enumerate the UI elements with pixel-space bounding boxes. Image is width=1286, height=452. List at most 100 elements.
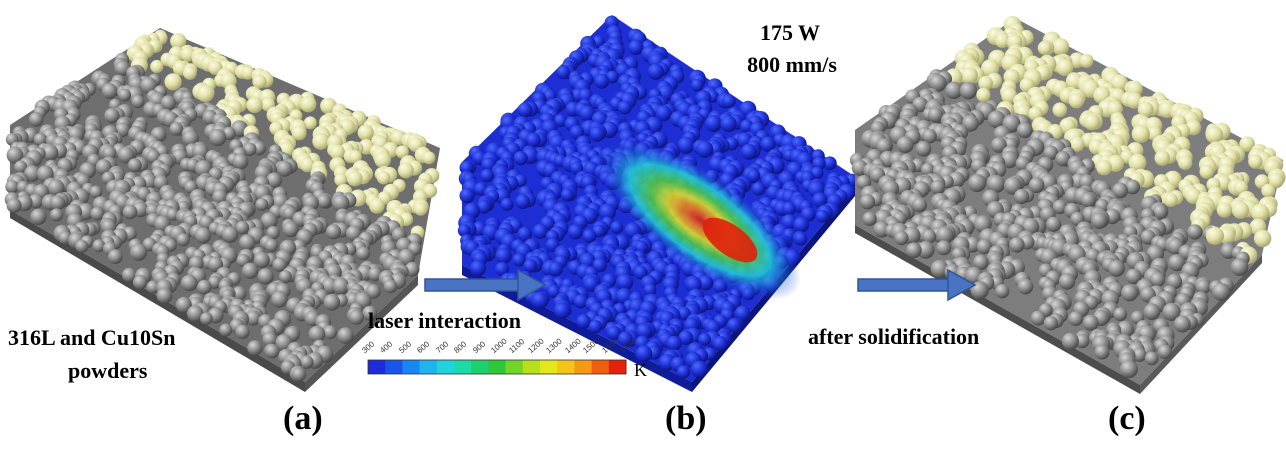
powder-particle bbox=[291, 367, 306, 382]
panel-a-powder-bed bbox=[4, 28, 440, 392]
solidified-particle bbox=[1162, 302, 1181, 321]
panel-b-temperature-field bbox=[457, 15, 860, 392]
powder-particle bbox=[348, 150, 362, 164]
powder-particle bbox=[122, 204, 138, 220]
powder-particle bbox=[734, 305, 751, 322]
powder-particle bbox=[696, 140, 714, 158]
powder-particle bbox=[235, 324, 250, 339]
powder-particle bbox=[793, 216, 810, 233]
powder-particle bbox=[176, 233, 190, 247]
solidified-particle bbox=[876, 138, 893, 154]
powder-particle bbox=[726, 317, 742, 333]
solidified-particle bbox=[1128, 153, 1147, 172]
colorbar-segment bbox=[522, 360, 541, 374]
powders-caption-line1: 316L and Cu10Sn bbox=[8, 325, 176, 350]
powder-particle bbox=[610, 220, 624, 234]
powder-particle bbox=[14, 160, 28, 174]
powder-particle bbox=[266, 172, 282, 188]
powder-particle bbox=[76, 203, 95, 221]
solidified-particle bbox=[1132, 347, 1147, 362]
arrow-after-solidification bbox=[857, 268, 977, 302]
powder-particle bbox=[655, 105, 672, 122]
powder-particle bbox=[553, 302, 571, 319]
powder-particle bbox=[101, 83, 118, 99]
powder-particle bbox=[337, 327, 354, 344]
temperature-colorbar bbox=[367, 359, 627, 375]
powder-particle bbox=[366, 284, 381, 299]
solidified-particle bbox=[1068, 311, 1084, 326]
powder-particle bbox=[41, 144, 59, 161]
powder-particle bbox=[500, 197, 514, 211]
solidified-particle bbox=[1173, 315, 1191, 333]
after-solidification-label: after solidification bbox=[808, 324, 980, 349]
powder-particle bbox=[362, 305, 378, 321]
powder-particle bbox=[212, 189, 228, 205]
powder-particle bbox=[705, 319, 721, 336]
solidified-particle bbox=[929, 74, 947, 92]
powder-particle bbox=[30, 208, 47, 225]
powder-particle bbox=[685, 276, 702, 293]
solidified-particle bbox=[1079, 53, 1094, 68]
solidified-particle bbox=[1009, 237, 1025, 253]
colorbar-segment bbox=[608, 360, 627, 374]
powder-particle bbox=[219, 323, 233, 337]
powder-particle bbox=[92, 239, 106, 253]
solidified-particle bbox=[1205, 226, 1224, 245]
powder-particle bbox=[494, 261, 510, 277]
solidified-particle bbox=[1178, 155, 1193, 170]
solidified-particle bbox=[1144, 351, 1159, 366]
powder-particle bbox=[469, 260, 487, 277]
powder-particle bbox=[241, 262, 259, 279]
solidified-particle bbox=[928, 107, 943, 123]
solidified-particle bbox=[1056, 59, 1074, 77]
powder-particle bbox=[698, 332, 712, 346]
powder-particle bbox=[457, 224, 471, 238]
powder-particle bbox=[272, 257, 287, 272]
powder-particle bbox=[209, 128, 227, 147]
powder-particle bbox=[395, 145, 409, 159]
powder-particle bbox=[332, 194, 350, 212]
powder-particle bbox=[635, 345, 653, 363]
solidified-particle bbox=[987, 175, 1006, 193]
solidified-particle bbox=[995, 284, 1010, 299]
powder-particle bbox=[265, 344, 280, 359]
powder-particle bbox=[532, 223, 549, 239]
solidified-particle bbox=[1001, 87, 1018, 104]
powder-particle bbox=[357, 124, 374, 141]
powder-particle bbox=[75, 239, 89, 253]
solidified-particle bbox=[915, 141, 932, 157]
powder-particle bbox=[329, 144, 345, 160]
colorbar-segment bbox=[419, 360, 438, 374]
solidified-particle bbox=[936, 240, 952, 256]
powder-particle bbox=[815, 209, 829, 223]
powder-particle bbox=[823, 156, 837, 170]
solidified-particle bbox=[1143, 303, 1161, 321]
powder-particle bbox=[617, 331, 633, 347]
colorbar-segment bbox=[402, 360, 421, 374]
powder-particle bbox=[678, 330, 694, 346]
powder-particle bbox=[266, 226, 280, 240]
solidified-particle bbox=[1150, 272, 1166, 288]
powder-particle bbox=[300, 355, 314, 370]
powder-particle bbox=[312, 132, 330, 150]
solidified-particle bbox=[959, 82, 978, 100]
powder-particle bbox=[567, 224, 584, 240]
solidified-particle bbox=[1068, 93, 1085, 109]
solidified-particle bbox=[1152, 204, 1168, 220]
solidified-particle bbox=[1091, 212, 1108, 229]
powder-particle bbox=[582, 229, 597, 243]
powder-particle bbox=[576, 314, 591, 329]
powder-particle bbox=[231, 286, 247, 301]
powder-particle bbox=[376, 171, 391, 185]
powder-particle bbox=[247, 340, 263, 356]
powder-particle bbox=[747, 169, 761, 183]
colorbar-unit: K bbox=[634, 360, 647, 380]
powder-particle bbox=[459, 188, 475, 204]
colorbar-segment bbox=[471, 360, 489, 374]
powder-particle bbox=[257, 268, 274, 285]
solidified-particle bbox=[978, 75, 993, 91]
powder-particle bbox=[316, 194, 332, 209]
powder-particle bbox=[413, 202, 428, 216]
solidified-particle bbox=[873, 221, 890, 238]
